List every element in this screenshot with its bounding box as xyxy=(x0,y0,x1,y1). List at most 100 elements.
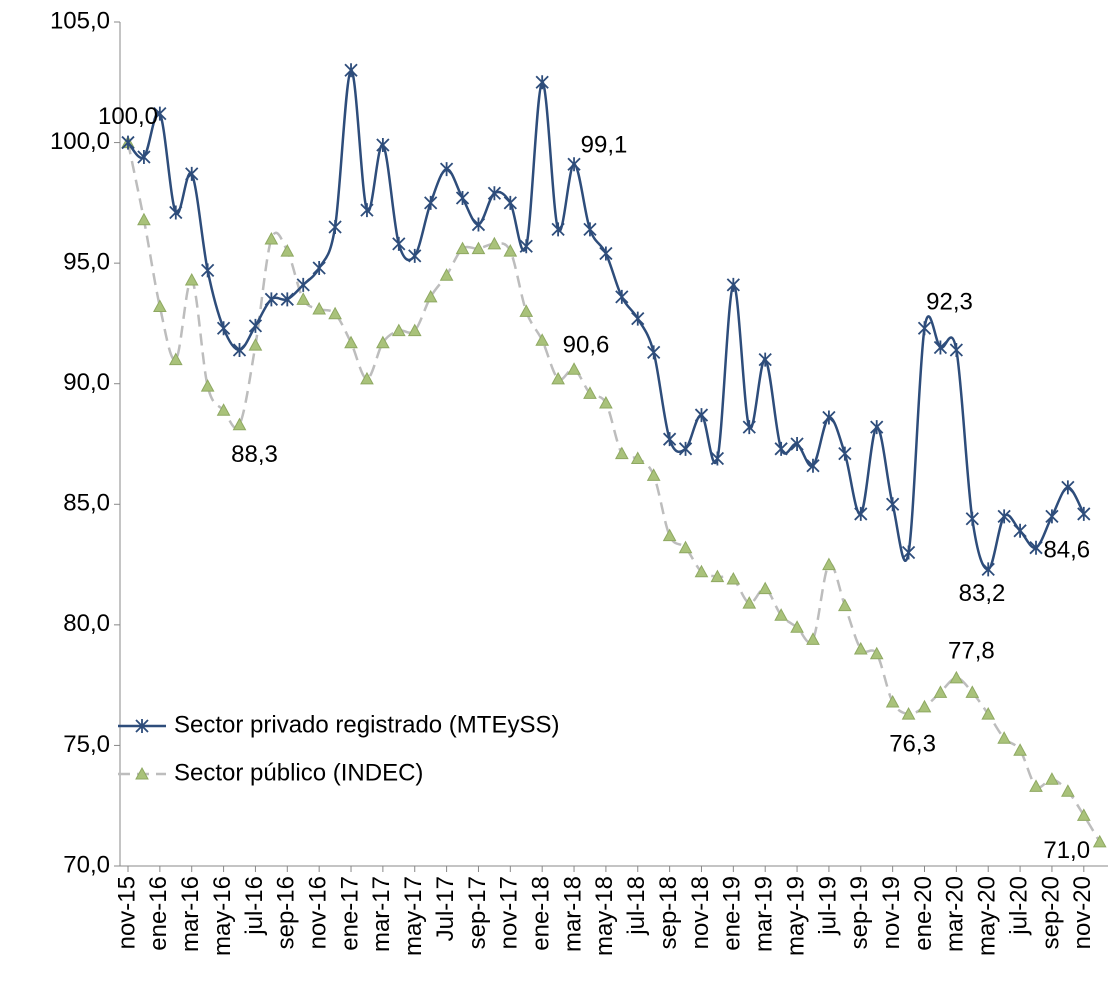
data-point xyxy=(997,731,1011,744)
data-point xyxy=(838,446,852,461)
data-point xyxy=(455,191,470,206)
legend-label: Sector privado registrado (MTEySS) xyxy=(174,711,559,738)
data-point xyxy=(933,340,948,355)
data-point xyxy=(423,289,438,303)
data-point xyxy=(264,231,279,245)
x-tick-label: mar-18 xyxy=(559,876,586,952)
data-point xyxy=(519,304,534,317)
x-tick-label: nov-19 xyxy=(878,876,905,949)
data-point xyxy=(917,321,932,336)
data-point xyxy=(726,571,741,585)
data-point xyxy=(328,219,342,234)
data-point xyxy=(615,289,629,304)
data-label: 88,3 xyxy=(231,441,278,468)
data-point xyxy=(599,395,613,409)
data-point xyxy=(567,157,581,172)
data-point xyxy=(344,63,358,78)
data-point xyxy=(726,277,740,292)
data-label: 90,6 xyxy=(563,332,610,359)
data-point xyxy=(631,311,645,326)
data-point xyxy=(232,417,247,431)
data-point xyxy=(774,608,788,621)
data-point xyxy=(471,217,486,232)
data-point xyxy=(662,528,677,542)
data-point xyxy=(981,562,995,577)
y-tick-label: 100,0 xyxy=(50,128,110,155)
data-point xyxy=(694,408,709,423)
data-point xyxy=(614,446,629,460)
data-point xyxy=(901,545,916,560)
data-point xyxy=(455,241,470,255)
data-point xyxy=(551,371,565,385)
data-point xyxy=(535,333,550,346)
data-point xyxy=(774,441,788,456)
data-point xyxy=(376,137,390,152)
data-point xyxy=(646,468,661,481)
data-point xyxy=(439,268,454,281)
x-tick-label: ene-16 xyxy=(145,876,172,951)
data-point xyxy=(264,292,279,307)
data-label: 71,0 xyxy=(1043,837,1090,864)
x-tick-label: nov-18 xyxy=(687,876,714,949)
data-point xyxy=(854,506,868,521)
data-point xyxy=(901,707,916,720)
data-point xyxy=(1045,509,1059,524)
data-point xyxy=(965,511,979,526)
x-tick-label: mar-20 xyxy=(942,876,969,952)
data-point xyxy=(248,318,263,333)
data-point xyxy=(137,150,151,165)
data-point xyxy=(1029,779,1043,792)
data-point xyxy=(296,292,311,305)
data-point xyxy=(822,557,836,571)
x-tick-label: may-17 xyxy=(400,876,427,956)
data-point xyxy=(694,564,709,578)
data-point xyxy=(328,306,342,320)
data-point xyxy=(487,236,502,250)
x-tick-label: ene-17 xyxy=(336,876,363,951)
legend-label: Sector público (INDEC) xyxy=(174,759,423,786)
y-tick-label: 85,0 xyxy=(63,490,110,517)
data-point xyxy=(216,403,231,416)
data-point xyxy=(949,670,964,684)
x-tick-label: sep-17 xyxy=(464,876,491,949)
data-point xyxy=(1013,523,1027,538)
x-tick-label: jul-16 xyxy=(241,876,268,936)
data-point xyxy=(885,694,900,708)
data-point xyxy=(933,685,948,698)
data-point xyxy=(630,451,645,464)
x-tick-label: mar-16 xyxy=(177,876,204,952)
x-tick-label: nov-17 xyxy=(496,876,523,949)
x-tick-label: mar-17 xyxy=(368,876,395,952)
data-point xyxy=(248,338,263,351)
data-point xyxy=(312,301,327,315)
data-point xyxy=(360,371,374,385)
data-point xyxy=(583,222,597,237)
data-point xyxy=(806,632,820,645)
x-tick-label: ene-20 xyxy=(910,876,937,951)
data-point xyxy=(200,379,215,392)
data-point xyxy=(949,342,963,357)
data-point xyxy=(232,342,247,357)
data-point xyxy=(981,707,996,720)
data-point xyxy=(1092,834,1107,848)
data-point xyxy=(121,135,135,150)
data-point xyxy=(376,335,390,349)
x-tick-label: nov-20 xyxy=(1069,876,1096,949)
data-point xyxy=(551,222,565,237)
data-label: 99,1 xyxy=(581,132,628,159)
x-tick-label: ene-18 xyxy=(528,876,555,951)
data-point xyxy=(647,345,661,360)
x-tick-label: jul-18 xyxy=(623,876,650,936)
data-point xyxy=(184,272,199,286)
data-point xyxy=(886,497,900,512)
data-point xyxy=(965,685,980,698)
data-point xyxy=(185,166,199,181)
legend-marker xyxy=(135,719,149,733)
data-point xyxy=(599,246,613,261)
x-tick-label: may-20 xyxy=(974,876,1001,956)
y-tick-label: 80,0 xyxy=(63,610,110,637)
x-tick-label: mar-19 xyxy=(751,876,778,952)
data-point xyxy=(535,75,549,90)
data-point xyxy=(296,277,310,292)
